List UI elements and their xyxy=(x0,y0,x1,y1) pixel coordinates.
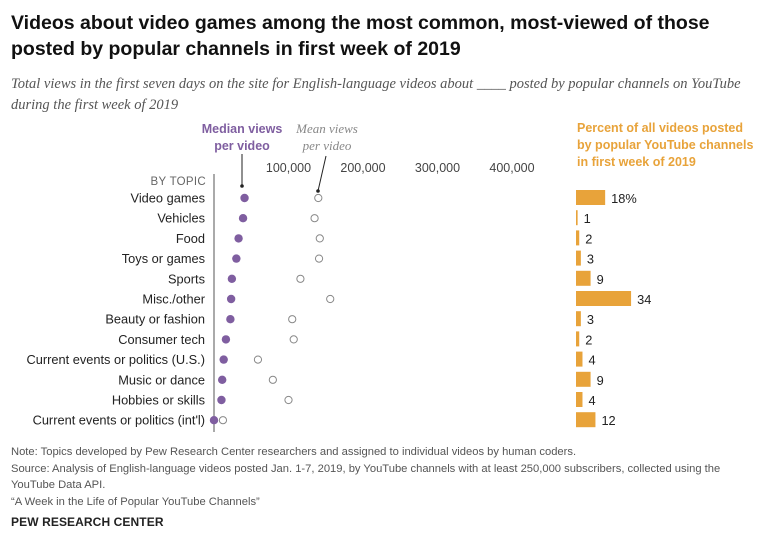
percent-header-label: in first week of 2019 xyxy=(577,155,696,169)
mean-legend-label: Mean views xyxy=(295,121,358,136)
median-views-dot xyxy=(217,375,227,384)
pew-research-center-logo-text: PEW RESEARCH CENTER xyxy=(11,515,164,529)
percent-bar-label: 18% xyxy=(611,191,637,206)
mean-views-dot xyxy=(310,214,319,223)
mean-views-dot xyxy=(326,294,335,304)
footnotes: Note: Topics developed by Pew Research C… xyxy=(11,444,761,510)
category-label: Current events or politics (int'l) xyxy=(33,413,205,428)
category-label: Vehicles xyxy=(157,211,205,226)
mean-leader-line xyxy=(317,155,327,192)
median-views-dot xyxy=(221,335,231,344)
source-text: Source: Analysis of English-language vid… xyxy=(11,462,721,492)
median-views-dot xyxy=(234,234,243,243)
percent-bar xyxy=(576,190,606,205)
category-label: Hobbies or skills xyxy=(112,393,205,408)
percent-bar-label: 34 xyxy=(637,292,651,307)
chart-title: Videos about video games among the most … xyxy=(11,12,710,60)
percent-bar-label: 2 xyxy=(585,231,592,246)
category-label: Video games xyxy=(131,191,205,206)
percent-bar-label: 12 xyxy=(601,413,615,428)
mean-views-dot xyxy=(218,416,228,425)
category-header: BY TOPIC xyxy=(151,176,206,188)
median-views-dot xyxy=(232,254,241,263)
percent-header-label: Percent of all videos posted xyxy=(577,121,743,135)
median-legend-label: per video xyxy=(214,139,270,153)
percent-bar xyxy=(576,351,583,367)
x-tick-label: 300,000 xyxy=(415,161,460,175)
x-tick-label: 200,000 xyxy=(340,161,385,175)
percent-bar xyxy=(576,371,591,387)
category-label: Sports xyxy=(168,271,205,286)
mean-views-dot xyxy=(288,315,297,324)
x-tick-label: 100,000 xyxy=(266,161,311,175)
percent-bar xyxy=(576,412,596,428)
category-label: Toys or games xyxy=(122,251,205,266)
median-leader-dot xyxy=(240,184,244,188)
median-views-dot xyxy=(209,416,219,425)
median-views-dot xyxy=(217,395,226,405)
report-title: “A Week in the Life of Popular YouTube C… xyxy=(11,495,260,508)
category-label: Current events or politics (U.S.) xyxy=(26,352,205,367)
percent-bar-label: 9 xyxy=(597,373,604,388)
category-labels: BY TOPIC Video games Vehicles Food Toys or g… xyxy=(26,176,206,428)
dot-plot xyxy=(209,193,335,425)
x-axis: 100,000 200,000 300,000 400,000 xyxy=(213,161,535,432)
mean-views-dot xyxy=(289,335,298,344)
legend-labels: Median views per video Mean views per video… xyxy=(202,121,753,193)
percent-bar-label: 3 xyxy=(587,312,594,327)
percent-header-label: by popular YouTube channels xyxy=(577,138,753,152)
median-views-dot xyxy=(226,315,235,324)
chart-subtitle: Total views in the first seven days on t… xyxy=(11,76,741,113)
category-label: Music or dance xyxy=(118,372,205,387)
note-text: Note: Topics developed by Pew Research C… xyxy=(11,446,577,458)
mean-views-dot xyxy=(314,254,324,263)
mean-views-dot xyxy=(296,274,305,283)
median-views-dot xyxy=(219,355,228,364)
median-views-dot xyxy=(227,274,237,283)
median-views-dot xyxy=(240,193,249,203)
percent-bar xyxy=(576,311,581,327)
mean-views-dot xyxy=(284,395,293,405)
percent-bar-label: 3 xyxy=(587,252,594,267)
percent-bar xyxy=(576,291,632,306)
median-views-dot xyxy=(226,294,236,304)
percent-bar xyxy=(576,210,578,226)
category-label: Misc./other xyxy=(142,292,205,307)
percent-bar-label: 2 xyxy=(585,332,592,347)
category-label: Food xyxy=(176,231,205,246)
mean-legend-label: per video xyxy=(302,138,352,153)
percent-bar xyxy=(576,270,591,286)
category-label: Consumer tech xyxy=(118,332,205,347)
percent-bar-label: 4 xyxy=(588,393,595,408)
mean-views-dot xyxy=(253,355,263,364)
mean-views-dot xyxy=(315,234,324,243)
percent-bar-label: 1 xyxy=(584,211,591,226)
percent-bar xyxy=(576,392,583,407)
median-views-dot xyxy=(238,214,248,223)
mean-leader-dot xyxy=(316,189,320,193)
median-legend-label: Median views xyxy=(202,122,283,136)
percent-bar-label: 9 xyxy=(597,272,604,287)
mean-views-dot xyxy=(314,193,323,203)
percent-bar xyxy=(576,250,581,266)
chart-area: Median views per video Mean views per video… xyxy=(26,121,753,432)
percent-bar-label: 4 xyxy=(588,353,595,368)
percent-bar xyxy=(576,230,580,246)
percent-bar xyxy=(576,331,580,347)
x-tick-label: 400,000 xyxy=(489,161,534,175)
category-label: Beauty or fashion xyxy=(105,312,205,327)
mean-views-dot xyxy=(268,375,277,384)
